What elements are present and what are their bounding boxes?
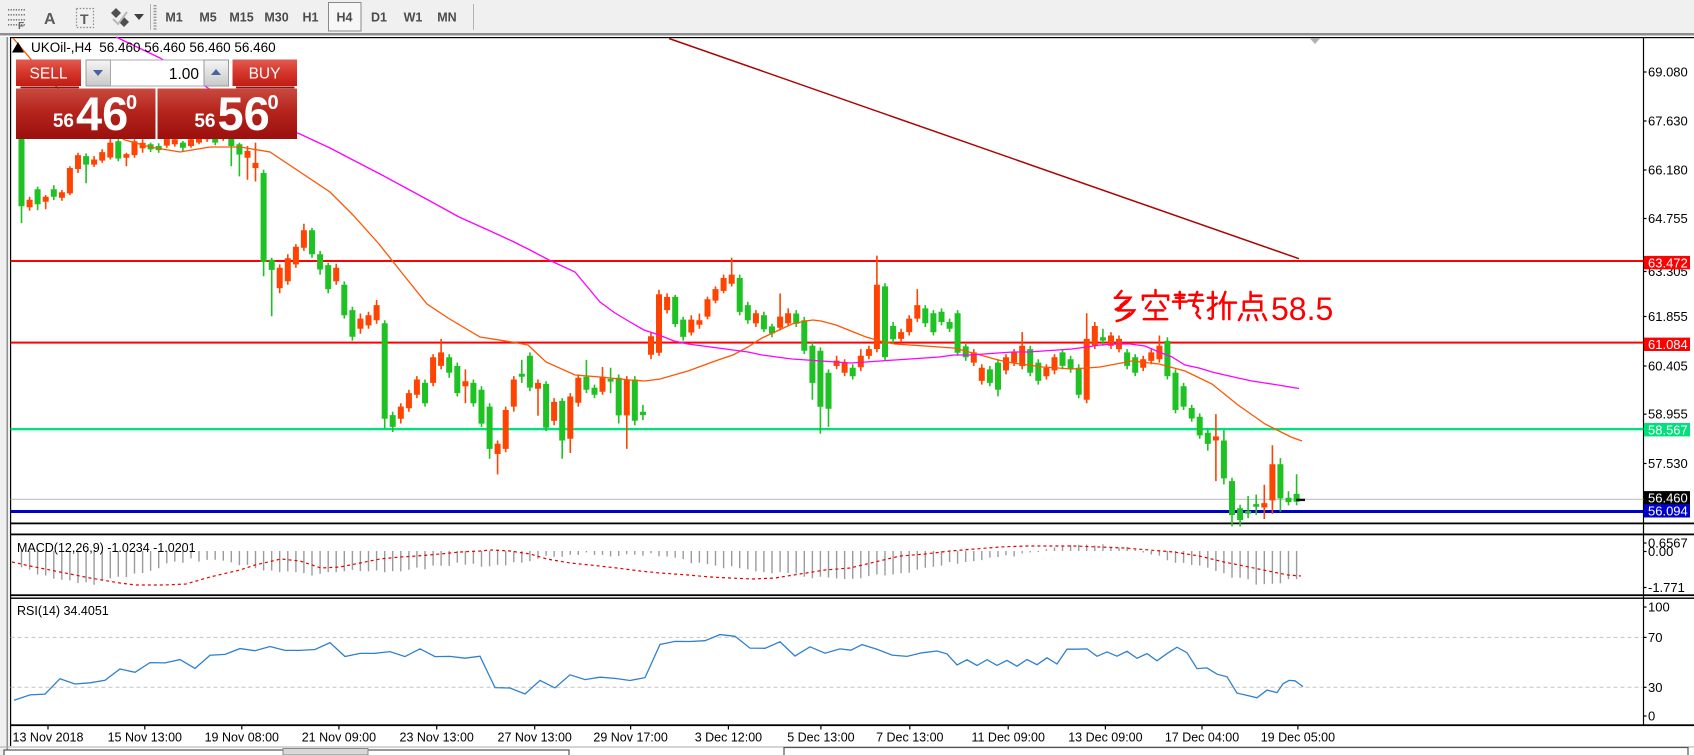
- svg-text:0: 0: [1648, 709, 1655, 724]
- svg-text:13 Dec 09:00: 13 Dec 09:00: [1068, 731, 1142, 745]
- svg-text:W1: W1: [404, 11, 423, 25]
- svg-text:64.755: 64.755: [1648, 211, 1688, 226]
- svg-text:BUY: BUY: [249, 66, 281, 83]
- svg-text:-1.771: -1.771: [1648, 580, 1685, 595]
- svg-text:0: 0: [268, 92, 279, 114]
- svg-text:63.472: 63.472: [1648, 255, 1688, 270]
- svg-text:56: 56: [218, 87, 270, 140]
- svg-text:19 Dec 05:00: 19 Dec 05:00: [1261, 731, 1335, 745]
- svg-text:D1: D1: [371, 11, 387, 25]
- svg-text:61.084: 61.084: [1648, 337, 1688, 352]
- svg-text:30: 30: [1648, 680, 1662, 695]
- svg-text:M30: M30: [264, 11, 288, 25]
- svg-text:19 Nov 08:00: 19 Nov 08:00: [205, 731, 279, 745]
- svg-text:MACD(12,26,9) -1.0234 -1.0201: MACD(12,26,9) -1.0234 -1.0201: [17, 541, 196, 555]
- svg-text:1.00: 1.00: [169, 66, 200, 83]
- svg-text:61.855: 61.855: [1648, 309, 1688, 324]
- svg-text:29 Nov 17:00: 29 Nov 17:00: [593, 731, 667, 745]
- svg-text:0: 0: [126, 92, 137, 114]
- svg-text:5 Dec 13:00: 5 Dec 13:00: [787, 731, 854, 745]
- svg-text:0.6567: 0.6567: [1648, 536, 1688, 551]
- svg-text:MN: MN: [437, 11, 456, 25]
- svg-text:15 Nov 13:00: 15 Nov 13:00: [108, 731, 182, 745]
- svg-text:M5: M5: [199, 11, 216, 25]
- svg-text:27 Nov 13:00: 27 Nov 13:00: [498, 731, 572, 745]
- svg-text:46: 46: [76, 87, 128, 140]
- svg-text:21 Nov 09:00: 21 Nov 09:00: [302, 731, 376, 745]
- svg-text:3 Dec 12:00: 3 Dec 12:00: [695, 731, 762, 745]
- svg-text:56: 56: [53, 111, 74, 132]
- svg-text:56.460: 56.460: [1648, 491, 1688, 506]
- svg-text:69.080: 69.080: [1648, 65, 1688, 80]
- svg-text:57.530: 57.530: [1648, 456, 1688, 471]
- svg-text:A: A: [44, 11, 56, 28]
- svg-text:100: 100: [1648, 600, 1670, 615]
- svg-text:56.094: 56.094: [1648, 504, 1688, 519]
- svg-text:M15: M15: [229, 11, 253, 25]
- svg-text:13 Nov 2018: 13 Nov 2018: [13, 731, 84, 745]
- svg-text:66.180: 66.180: [1648, 163, 1688, 178]
- svg-text:M1: M1: [165, 11, 182, 25]
- svg-text:58.955: 58.955: [1648, 407, 1688, 422]
- svg-text:56: 56: [194, 111, 215, 132]
- svg-text:7 Dec 13:00: 7 Dec 13:00: [876, 731, 943, 745]
- svg-text:58.567: 58.567: [1648, 422, 1688, 437]
- svg-text:0.00: 0.00: [1648, 544, 1673, 559]
- svg-text:T: T: [80, 11, 89, 27]
- svg-text:11 Dec 09:00: 11 Dec 09:00: [971, 731, 1044, 745]
- svg-text:17 Dec 04:00: 17 Dec 04:00: [1165, 731, 1239, 745]
- svg-text:23 Nov 13:00: 23 Nov 13:00: [400, 731, 474, 745]
- svg-text:60.405: 60.405: [1648, 359, 1688, 374]
- svg-text:UKOil-,H4 56.460 56.460 56.46: UKOil-,H4 56.460 56.460 56.460 56.460: [31, 40, 276, 55]
- svg-text:SELL: SELL: [30, 66, 68, 83]
- svg-text:RSI(14) 34.4051: RSI(14) 34.4051: [17, 604, 109, 618]
- svg-text:F: F: [18, 21, 24, 32]
- svg-text:67.630: 67.630: [1648, 114, 1688, 129]
- svg-text:70: 70: [1648, 630, 1662, 645]
- svg-text:H4: H4: [337, 11, 353, 25]
- svg-text:H1: H1: [303, 11, 319, 25]
- svg-text:58.5: 58.5: [1271, 291, 1333, 327]
